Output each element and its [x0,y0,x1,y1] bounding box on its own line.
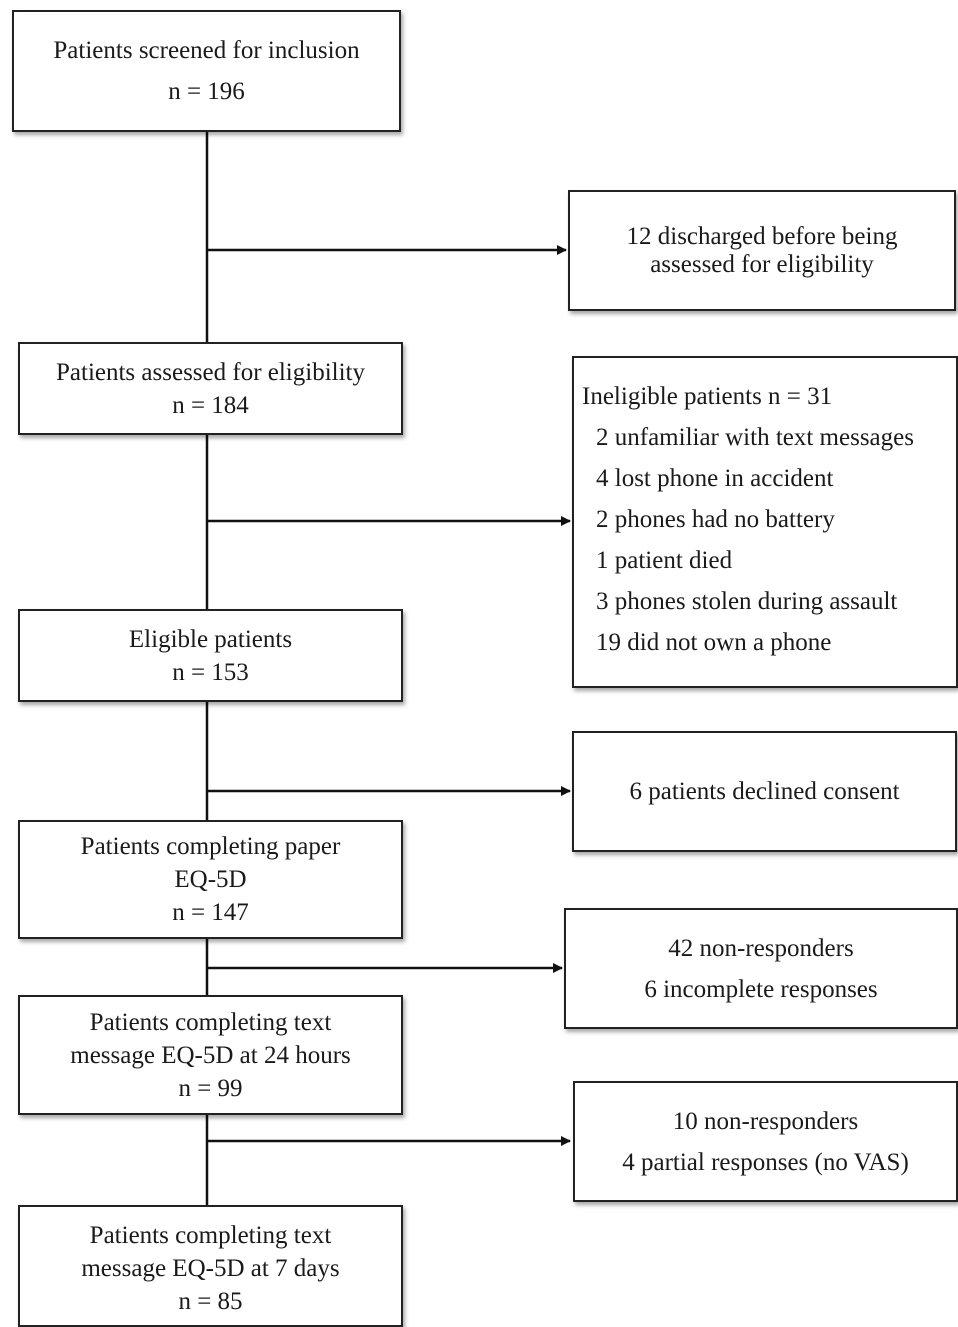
dropout-24h-line1: 42 non-responders [668,934,854,962]
screened-count: n = 196 [168,78,245,105]
box-dropout-7d: 10 non-responders 4 partial responses (n… [573,1081,958,1202]
paper-count: n = 147 [172,899,249,926]
box-assessed: Patients assessed for eligibility n = 18… [18,342,403,435]
text-24h-label-line2: message EQ-5D at 24 hours [70,1041,351,1069]
discharged-line2: assessed for eligibility [650,250,874,278]
dropout-24h-line2: 6 incomplete responses [644,975,878,1003]
declined-line1: 6 patients declined consent [629,778,900,805]
text-7d-label-line2: message EQ-5D at 7 days [81,1255,340,1282]
text-7d-count: n = 85 [178,1288,243,1315]
box-dropout-24h: 42 non-responders 6 incomplete responses [564,908,958,1029]
ineligible-reason: 4 lost phone in accident [596,465,834,492]
ineligible-title: Ineligible patients n = 31 [582,383,833,410]
dropout-7d-line2: 4 partial responses (no VAS) [622,1148,909,1176]
ineligible-reason: 19 did not own a phone [596,629,832,656]
dropout-7d-line1: 10 non-responders [672,1107,859,1135]
screened-label: Patients screened for inclusion [53,37,360,64]
ineligible-reason: 1 patient died [596,547,733,574]
eligible-count: n = 153 [172,658,249,686]
box-discharged: 12 discharged before being assessed for … [568,190,956,311]
text-24h-count: n = 99 [178,1074,243,1102]
box-text-24h: Patients completing text message EQ-5D a… [18,995,403,1115]
paper-label-line2: EQ-5D [174,866,247,893]
ineligible-reason: 2 phones had no battery [596,506,835,533]
box-ineligible: Ineligible patients n = 31 2 unfamiliar … [572,356,958,688]
text-7d-label-line1: Patients completing text [89,1222,332,1249]
discharged-line1: 12 discharged before being [626,222,898,250]
assessed-label: Patients assessed for eligibility [56,358,365,386]
paper-label-line1: Patients completing paper [80,833,341,860]
box-eligible: Eligible patients n = 153 [18,609,403,702]
eligible-label: Eligible patients [128,625,293,653]
ineligible-reason: 3 phones stolen during assault [596,588,898,615]
text-24h-label-line1: Patients completing text [89,1008,332,1036]
ineligible-reason: 2 unfamiliar with text messages [596,424,914,451]
box-declined: 6 patients declined consent [572,731,957,852]
assessed-count: n = 184 [172,391,249,419]
box-screened: Patients screened for inclusion n = 196 [12,10,401,132]
box-paper-eq5d: Patients completing paper EQ-5D n = 147 [18,820,403,939]
box-text-7d: Patients completing text message EQ-5D a… [18,1205,403,1327]
